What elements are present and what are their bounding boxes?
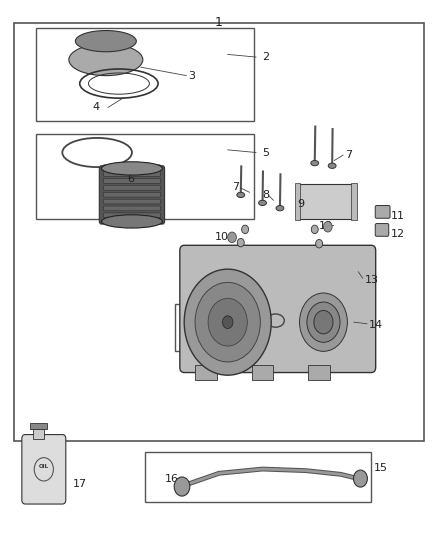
FancyBboxPatch shape [104, 165, 160, 169]
FancyBboxPatch shape [99, 166, 165, 224]
Text: 15: 15 [374, 463, 388, 473]
Ellipse shape [102, 215, 162, 228]
FancyBboxPatch shape [104, 172, 160, 176]
Bar [30, 423, 47, 429]
Ellipse shape [328, 163, 336, 168]
FancyBboxPatch shape [104, 192, 160, 197]
FancyBboxPatch shape [104, 185, 160, 190]
Circle shape [316, 239, 322, 248]
FancyBboxPatch shape [104, 199, 160, 204]
Bar [308, 365, 330, 381]
Ellipse shape [69, 44, 143, 76]
Text: 13: 13 [365, 274, 379, 285]
Bar [33, 429, 44, 439]
Bar [14, 22, 424, 441]
Circle shape [307, 302, 340, 342]
Bar [351, 183, 357, 220]
Text: 9: 9 [297, 199, 304, 209]
Bar [295, 183, 300, 220]
Ellipse shape [276, 206, 284, 211]
Text: 3: 3 [188, 70, 195, 80]
Circle shape [195, 282, 260, 362]
FancyBboxPatch shape [22, 434, 66, 504]
FancyBboxPatch shape [104, 179, 160, 183]
FancyBboxPatch shape [375, 206, 390, 218]
Bar [36, 28, 254, 120]
Text: 10: 10 [319, 221, 333, 231]
Circle shape [311, 225, 318, 233]
Text: 8: 8 [262, 190, 270, 200]
FancyBboxPatch shape [104, 206, 160, 211]
Text: 14: 14 [369, 320, 383, 330]
Text: 12: 12 [391, 229, 405, 239]
Text: 7: 7 [232, 182, 239, 192]
Circle shape [323, 221, 332, 232]
Text: 2: 2 [262, 52, 270, 62]
Text: 17: 17 [73, 479, 87, 489]
Text: 4: 4 [93, 102, 100, 112]
Circle shape [184, 269, 271, 375]
Circle shape [237, 238, 244, 247]
Circle shape [314, 311, 333, 334]
Bar [195, 365, 217, 381]
Bar [36, 134, 254, 219]
Text: 1: 1 [215, 15, 223, 29]
Text: 5: 5 [262, 148, 269, 158]
Circle shape [242, 225, 249, 233]
Text: 7: 7 [345, 150, 352, 160]
Circle shape [208, 298, 247, 346]
FancyBboxPatch shape [375, 223, 389, 236]
FancyBboxPatch shape [180, 245, 376, 373]
Bar [145, 452, 371, 503]
FancyBboxPatch shape [104, 213, 160, 217]
Ellipse shape [102, 162, 162, 175]
Text: 11: 11 [391, 211, 405, 221]
Bar [252, 365, 273, 381]
Bar [297, 184, 354, 219]
Circle shape [223, 316, 233, 328]
Ellipse shape [75, 30, 136, 52]
Ellipse shape [237, 192, 245, 198]
Circle shape [228, 232, 237, 243]
Circle shape [174, 477, 190, 496]
Text: 6: 6 [127, 174, 134, 184]
Text: 10: 10 [215, 232, 229, 242]
Bar [176, 304, 358, 351]
Text: 16: 16 [165, 474, 179, 483]
Ellipse shape [311, 160, 319, 166]
Ellipse shape [258, 200, 266, 206]
Text: OIL: OIL [39, 464, 49, 469]
Circle shape [353, 470, 367, 487]
Circle shape [300, 293, 347, 351]
